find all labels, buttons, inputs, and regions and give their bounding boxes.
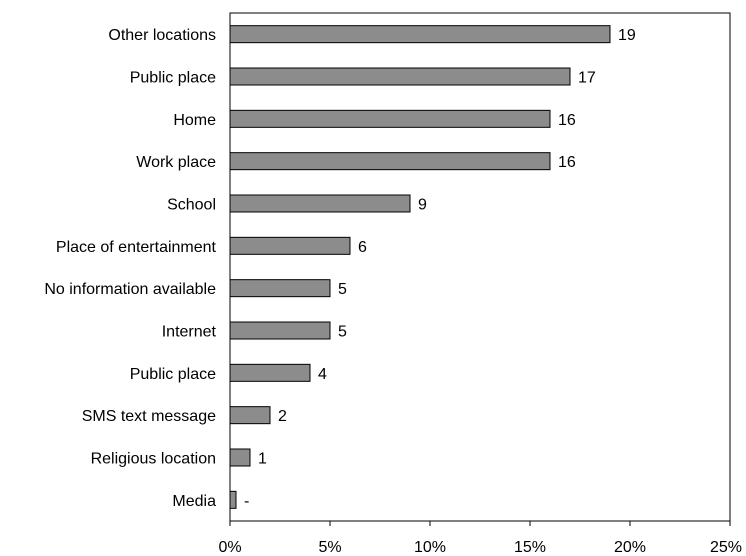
category-label: No information available xyxy=(44,281,216,298)
bar-2 xyxy=(229,109,551,128)
x-tick-label: 15% xyxy=(514,539,546,556)
data-label: 16 xyxy=(558,112,576,129)
x-axis-ticks: 0% 5% 10% 15% 20% 25% xyxy=(218,521,742,556)
data-label: 17 xyxy=(578,70,596,87)
category-label: Internet xyxy=(162,324,217,341)
bar-5 xyxy=(229,236,351,255)
x-tick-label: 5% xyxy=(318,539,341,556)
data-labels: 19 17 16 16 9 6 5 5 4 2 1 - xyxy=(244,27,636,510)
data-label: 19 xyxy=(618,27,636,44)
data-label: 1 xyxy=(258,451,267,468)
category-label: Place of entertainment xyxy=(56,239,217,256)
bars-group xyxy=(229,25,611,509)
data-label: 5 xyxy=(338,324,347,341)
category-label: Other locations xyxy=(108,27,216,44)
bar-7 xyxy=(229,321,331,340)
x-tick-label: 20% xyxy=(614,539,646,556)
data-label: 6 xyxy=(358,239,367,256)
data-label: - xyxy=(244,493,249,510)
data-label: 9 xyxy=(418,197,427,214)
bar-1 xyxy=(229,67,571,86)
category-label: Public place xyxy=(130,366,216,383)
bar-9 xyxy=(229,406,271,425)
x-tick-label: 25% xyxy=(710,539,742,556)
bar-6 xyxy=(229,279,331,298)
bar-8 xyxy=(229,363,311,382)
category-label: School xyxy=(167,197,216,214)
data-label: 4 xyxy=(318,366,327,383)
plot-area-frame xyxy=(229,12,731,522)
x-tick-label: 0% xyxy=(218,539,241,556)
bar-3 xyxy=(229,152,551,171)
bar-0 xyxy=(229,25,611,44)
data-label: 5 xyxy=(338,281,347,298)
bar-11 xyxy=(229,490,237,509)
category-label: Public place xyxy=(130,70,216,87)
category-label: Home xyxy=(173,112,216,129)
category-label: Work place xyxy=(136,154,216,171)
data-label: 16 xyxy=(558,154,576,171)
category-label: SMS text message xyxy=(82,408,216,425)
bar-10 xyxy=(229,448,251,467)
x-tick-label: 10% xyxy=(414,539,446,556)
bar-4 xyxy=(229,194,411,213)
data-label: 2 xyxy=(278,408,287,425)
category-label: Religious location xyxy=(91,451,216,468)
category-label: Media xyxy=(172,493,216,510)
category-labels: Other locations Public place Home Work plac… xyxy=(44,27,216,510)
